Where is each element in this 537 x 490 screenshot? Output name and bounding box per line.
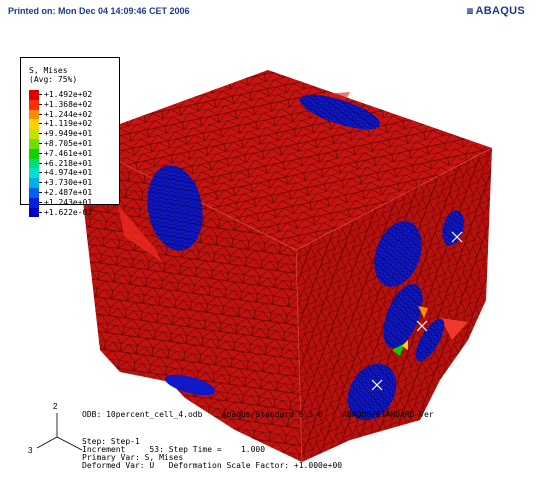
legend-swatch bbox=[29, 119, 39, 130]
pore-right-small bbox=[442, 210, 464, 246]
legend-tick bbox=[39, 113, 42, 115]
pore-bottom-left bbox=[164, 374, 216, 396]
legend-swatch bbox=[29, 178, 39, 188]
hotspot-green bbox=[392, 344, 404, 356]
legend-tick bbox=[39, 133, 42, 135]
hotspot-orange bbox=[418, 306, 428, 318]
legend-value: +2.487e+01 bbox=[44, 187, 93, 197]
contour-legend: S, Mises (Avg: 75%) +1.492e+02 +1.368e+0… bbox=[20, 57, 120, 218]
printed-on-label: Printed on: Mon Dec 04 14:09:46 CET 2006 bbox=[8, 6, 190, 16]
legend-swatch bbox=[29, 138, 39, 149]
pore-top bbox=[299, 94, 381, 130]
abaqus-logo-icon: ▥ bbox=[466, 8, 474, 15]
top-face bbox=[76, 70, 492, 250]
legend-swatch bbox=[29, 207, 39, 218]
legend-tick bbox=[39, 191, 42, 193]
increment-info: Increment 53: Step Time = 1.000 bbox=[82, 445, 266, 454]
legend-value: +7.461e+01 bbox=[44, 148, 93, 158]
fe-model bbox=[75, 70, 493, 463]
legend-swatch bbox=[29, 158, 39, 169]
legend-tick bbox=[39, 94, 42, 95]
legend-tick bbox=[39, 182, 42, 184]
legend-swatch bbox=[29, 148, 39, 159]
pore-right-upper bbox=[374, 221, 422, 287]
primary-var-info: Primary Var: S, Mises bbox=[82, 453, 184, 462]
legend-value: +6.218e+01 bbox=[44, 158, 93, 168]
pore-right-edge bbox=[415, 318, 445, 362]
deformed-var-info: Deformed Var: U Deformation Scale Factor… bbox=[82, 461, 343, 470]
pore-right-mid bbox=[383, 283, 423, 349]
triad-axis-2-label: 2 bbox=[53, 402, 58, 411]
step-info: Step: Step-1 bbox=[82, 437, 140, 446]
legend-swatch bbox=[29, 90, 39, 100]
abaqus-logo-text: ABAQUS bbox=[475, 5, 525, 17]
hotspot-yellow bbox=[402, 340, 408, 350]
legend-swatch bbox=[29, 187, 39, 198]
legend-tick bbox=[39, 162, 42, 164]
legend-value: +8.705e+01 bbox=[44, 138, 93, 148]
node-markers bbox=[371, 231, 463, 391]
legend-swatch bbox=[29, 109, 39, 120]
legend-value: +1.119e+02 bbox=[44, 119, 93, 129]
coordinate-triad bbox=[36, 413, 83, 451]
pore-bottom-right bbox=[347, 363, 397, 421]
legend-tick bbox=[39, 201, 42, 203]
legend-value: +1.368e+02 bbox=[44, 99, 93, 109]
legend-value: +3.730e+01 bbox=[44, 178, 93, 188]
legend-swatch bbox=[29, 129, 39, 139]
odb-info: ODB: 10percent_cell_4.odb Abaqus/Standar… bbox=[82, 410, 434, 419]
legend-tick bbox=[39, 211, 42, 213]
legend-swatch bbox=[29, 197, 39, 208]
legend-tick bbox=[39, 123, 42, 125]
legend-tick bbox=[39, 142, 42, 144]
abaqus-logo: ▥ ABAQUS bbox=[467, 5, 525, 17]
legend-swatch bbox=[29, 99, 39, 110]
triad-axis-3-label: 3 bbox=[28, 446, 33, 455]
legend-tick bbox=[39, 172, 42, 174]
legend-value: +9.949e+01 bbox=[44, 129, 93, 139]
legend-tick bbox=[39, 103, 42, 105]
pore-left bbox=[147, 165, 203, 251]
left-face bbox=[76, 140, 302, 462]
legend-value: +1.622e-01 bbox=[44, 207, 93, 217]
legend-value: +4.974e+01 bbox=[44, 168, 93, 178]
legend-value: +1.244e+02 bbox=[44, 109, 93, 119]
legend-swatch bbox=[29, 168, 39, 179]
legend-value: +1.492e+02 bbox=[44, 90, 93, 99]
legend-title: S, Mises (Avg: 75%) bbox=[29, 66, 78, 84]
legend-tick bbox=[39, 152, 42, 154]
legend-value: +1.243e+01 bbox=[44, 197, 93, 207]
